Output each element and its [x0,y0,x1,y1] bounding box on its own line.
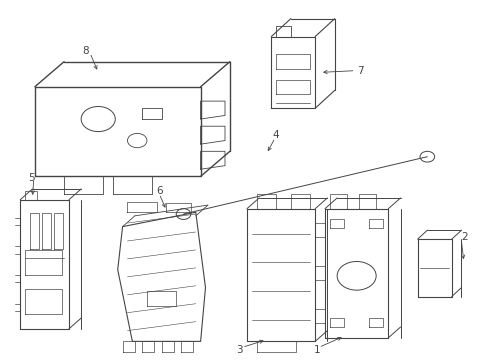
Text: 3: 3 [236,345,243,355]
Text: 4: 4 [272,130,279,140]
Text: 1: 1 [313,345,319,355]
Text: 2: 2 [461,232,467,242]
Text: 8: 8 [82,46,89,56]
Text: 6: 6 [156,186,162,196]
Text: 5: 5 [28,173,35,183]
Text: 7: 7 [356,66,363,76]
